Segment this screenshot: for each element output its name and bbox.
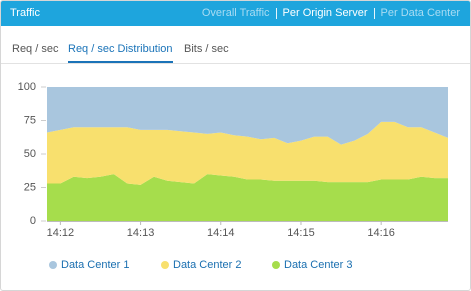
view-link[interactable]: Overall Traffic (201, 7, 270, 19)
legend-item[interactable]: Data Center 2 (161, 259, 241, 271)
view-link[interactable]: Per Data Center (380, 7, 460, 19)
legend-label: Data Center 1 (61, 259, 129, 271)
panel-header: Traffic Overall Traffic Per Origin Serve… (1, 1, 470, 26)
chart: 0 25 50 75 100 14:12 14:13 14:14 14:15 14:16 Data … (18, 81, 448, 271)
tab[interactable]: Bits / sec (184, 43, 229, 55)
x-tick-label: 14:15 (287, 227, 315, 239)
x-tick-label: 14:16 (367, 227, 395, 239)
y-tick-label: 50 (24, 148, 36, 160)
separator (373, 7, 375, 19)
legend-swatch (272, 261, 280, 269)
panel-title: Traffic (10, 7, 40, 19)
area (47, 121, 448, 185)
legend-label: Data Center 2 (173, 259, 241, 271)
x-tick-label: 14:12 (47, 227, 75, 239)
area (47, 87, 448, 145)
view-link-active[interactable]: Per Origin Server (282, 7, 368, 19)
legend-item[interactable]: Data Center 3 (272, 259, 352, 271)
legend-label: Data Center 3 (284, 259, 352, 271)
x-tick-label: 14:13 (127, 227, 155, 239)
y-tick-label: 0 (30, 215, 36, 227)
y-tick-label: 100 (18, 81, 36, 93)
tab-bar: Req / sec Req / sec Distribution Bits / … (1, 38, 470, 64)
y-tick-label: 25 (24, 181, 36, 193)
y-tick-label: 75 (24, 114, 36, 126)
legend-swatch (49, 261, 57, 269)
x-tick-label: 14:14 (207, 227, 235, 239)
legend-swatch (161, 261, 169, 269)
legend-item[interactable]: Data Center 1 (49, 259, 129, 271)
area (47, 174, 448, 221)
tab[interactable]: Req / sec (12, 43, 59, 55)
tab-active[interactable]: Req / sec Distribution (68, 43, 173, 63)
view-links: Overall Traffic Per Origin Server Per Da… (202, 7, 460, 19)
separator (275, 7, 277, 19)
